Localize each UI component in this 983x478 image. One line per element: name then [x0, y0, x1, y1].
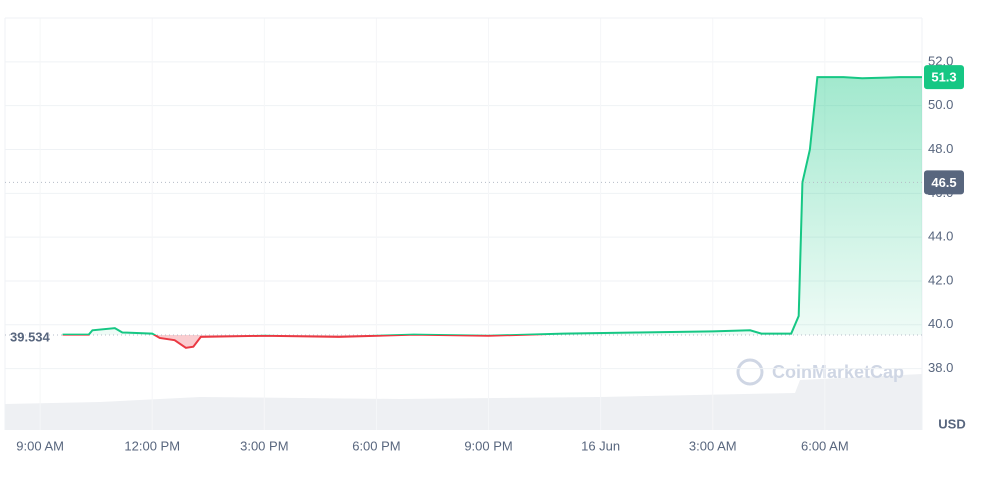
x-tick-label: 16 Jun — [581, 438, 620, 453]
watermark-text: CoinMarketCap — [772, 362, 904, 382]
y-tick-label: 40.0 — [928, 316, 953, 331]
hover-price-label: 46.5 — [931, 175, 956, 190]
x-tick-label: 9:00 PM — [464, 438, 512, 453]
watermark: CoinMarketCap — [736, 358, 904, 386]
y-tick-label: 50.0 — [928, 97, 953, 112]
x-tick-label: 9:00 AM — [16, 438, 64, 453]
price-line-up — [62, 76, 922, 336]
x-tick-label: 3:00 AM — [689, 438, 737, 453]
x-tick-label: 12:00 PM — [124, 438, 180, 453]
y-tick-label: 52.0 — [928, 53, 953, 68]
y-tick-label: 38.0 — [928, 360, 953, 375]
volume-bars — [5, 374, 922, 430]
last-price-box — [924, 65, 964, 90]
price-line-down — [62, 335, 549, 349]
y-tick-label: 44.0 — [928, 229, 953, 244]
x-tick-label: 6:00 AM — [801, 438, 849, 453]
y-tick-label: 48.0 — [928, 141, 953, 156]
area-up — [62, 77, 922, 336]
x-tick-label: 3:00 PM — [240, 438, 288, 453]
last-price-label: 51.3 — [931, 70, 956, 85]
baseline-label: 39.534 — [10, 329, 51, 344]
x-tick-label: 6:00 PM — [352, 438, 400, 453]
unit-label: USD — [938, 416, 965, 431]
hover-price-box — [924, 170, 964, 195]
y-tick-label: 42.0 — [928, 272, 953, 287]
